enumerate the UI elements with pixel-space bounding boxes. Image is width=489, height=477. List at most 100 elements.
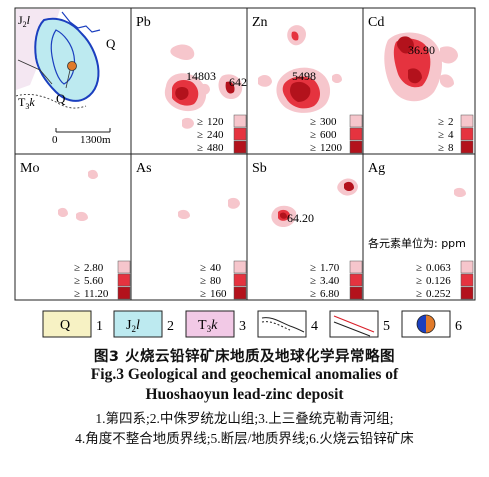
panel-title-cd: Cd <box>368 15 384 30</box>
legend-value: 2 <box>448 116 454 128</box>
legend-value: 600 <box>320 129 337 141</box>
legend-ag: ≥ 0.063 ≥ 0.126 ≥ 0.252 <box>416 260 474 300</box>
cd-low-zone <box>440 46 458 64</box>
boundary-north <box>61 11 101 33</box>
swatch-low <box>233 114 247 128</box>
swatch-high <box>117 286 131 300</box>
zn-mid-zone <box>291 31 299 41</box>
pb-peak-value: 14803 <box>186 69 216 83</box>
swatch-mid <box>349 127 363 141</box>
label-j2l: J2l <box>18 13 31 29</box>
mo-low-zone <box>76 211 88 221</box>
legend-value: 480 <box>207 142 224 154</box>
scale-distance: 1300m <box>80 134 111 146</box>
swatch-low <box>460 114 474 128</box>
legend-value: 0.063 <box>426 262 451 274</box>
legend-value: 240 <box>207 129 224 141</box>
swatch-mid <box>460 273 474 287</box>
unconformity-line <box>15 93 87 109</box>
legend-number: 4 <box>311 319 318 334</box>
legend-as: ≥ 40 ≥ 80 ≥ 160 <box>200 260 247 300</box>
panel-title-zn: Zn <box>252 15 268 30</box>
legend-geq: ≥ <box>416 275 422 287</box>
cd-high-zone <box>408 68 422 84</box>
geology-legend: Q 1 J2l 2 T3k 3 4 5 6 <box>42 310 462 338</box>
legend-quaternary-symbol: Q <box>60 318 70 333</box>
legend-value: 160 <box>210 288 227 300</box>
sb-high-zone <box>344 181 354 191</box>
swatch-mid <box>233 273 247 287</box>
legend-geq: ≥ <box>74 275 80 287</box>
legend-value: 300 <box>320 116 337 128</box>
zn-peak-value: 5498 <box>292 69 316 83</box>
caption-title-cn: 图3 火烧云铅锌矿床地质及地球化学异常略图 <box>93 349 396 365</box>
caption-title-en-line2: Huoshaoyun lead-zinc deposit <box>145 386 344 403</box>
legend-geq: ≥ <box>416 288 422 300</box>
pb-low-zone <box>170 44 195 60</box>
legend-geq: ≥ <box>310 142 316 154</box>
cd-low-zone <box>440 74 454 88</box>
as-low-zone <box>178 209 190 219</box>
legend-pb: ≥ 120 ≥ 240 ≥ 480 <box>197 114 247 154</box>
sb-high-zone <box>280 212 287 219</box>
panel-ag-frame <box>362 153 476 301</box>
legend-geq: ≥ <box>438 116 444 128</box>
legend-number: 5 <box>383 319 390 334</box>
legend-number: 2 <box>167 319 174 334</box>
swatch-high <box>460 140 474 154</box>
swatch-mid <box>117 273 131 287</box>
legend-zn: ≥ 300 ≥ 600 ≥ 1200 <box>310 114 363 154</box>
legend-value: 120 <box>207 116 224 128</box>
legend-triassic-swatch <box>185 310 235 338</box>
pb-low-zone <box>200 83 210 95</box>
legend-jurassic-swatch <box>113 310 163 338</box>
pb-high-zone <box>175 87 189 100</box>
swatch-high <box>460 286 474 300</box>
swatch-low <box>460 260 474 274</box>
legend-geq: ≥ <box>197 116 203 128</box>
swatch-low <box>233 260 247 274</box>
legend-geq: ≥ <box>310 116 316 128</box>
swatch-low <box>349 260 363 274</box>
panel-title-mo: Mo <box>20 161 39 176</box>
legend-value: 2.80 <box>84 262 104 274</box>
zn-low-zone <box>332 73 342 83</box>
legend-triassic-symbol: T3k <box>198 318 218 334</box>
legend-value: 80 <box>210 275 222 287</box>
legend-geq: ≥ <box>310 275 316 287</box>
panel-cd: Cd 36.90 <box>368 15 458 102</box>
legend-number: 1 <box>96 319 103 334</box>
unit-note: 各元素单位为: ppm <box>368 236 466 250</box>
label-q-right: Q <box>106 36 116 51</box>
legend-value: 3.40 <box>320 275 340 287</box>
ore-deposit-marker <box>67 61 77 71</box>
pb-low-zone <box>182 117 194 129</box>
cd-peak-value: 36.90 <box>408 43 435 57</box>
fault-symbol <box>333 315 375 333</box>
panel-ag: Ag 各元素单位为: ppm <box>368 161 466 250</box>
swatch-low <box>349 114 363 128</box>
legend-geq: ≥ <box>200 275 206 287</box>
legend-value: 6.80 <box>320 288 340 300</box>
deposit-symbol-outline <box>416 314 436 334</box>
panel-pb: Pb 14803 642 <box>136 15 247 129</box>
legend-number: 3 <box>239 319 246 334</box>
legend-geq: ≥ <box>74 288 80 300</box>
boundary-symbol <box>333 321 371 337</box>
legend-geq: ≥ <box>416 262 422 274</box>
swatch-mid <box>233 127 247 141</box>
swatch-high <box>349 286 363 300</box>
caption-note-line1: 1.第四系;2.中侏罗统龙山组;3.上三叠统克勒青河组; <box>95 411 394 426</box>
figure-maps: J2l Q Q T3k 0 1300m Pb 14803 642 Zn 5498 <box>14 7 476 338</box>
legend-value: 0.126 <box>426 275 451 287</box>
mo-low-zone <box>58 207 68 217</box>
cd-high-zone <box>397 36 414 54</box>
legend-unconformity-swatch <box>257 310 307 338</box>
legend-geq: ≥ <box>197 142 203 154</box>
legend-mo: ≥ 2.80 ≥ 5.60 ≥ 11.20 <box>74 260 131 300</box>
caption-title-en-line1: Fig.3 Geological and geochemical anomali… <box>90 366 399 383</box>
legend-value: 8 <box>448 142 454 154</box>
legend-cd: ≥ 2 ≥ 4 ≥ 8 <box>438 114 474 154</box>
pb-high-zone <box>225 81 235 94</box>
contact-line <box>17 59 53 85</box>
